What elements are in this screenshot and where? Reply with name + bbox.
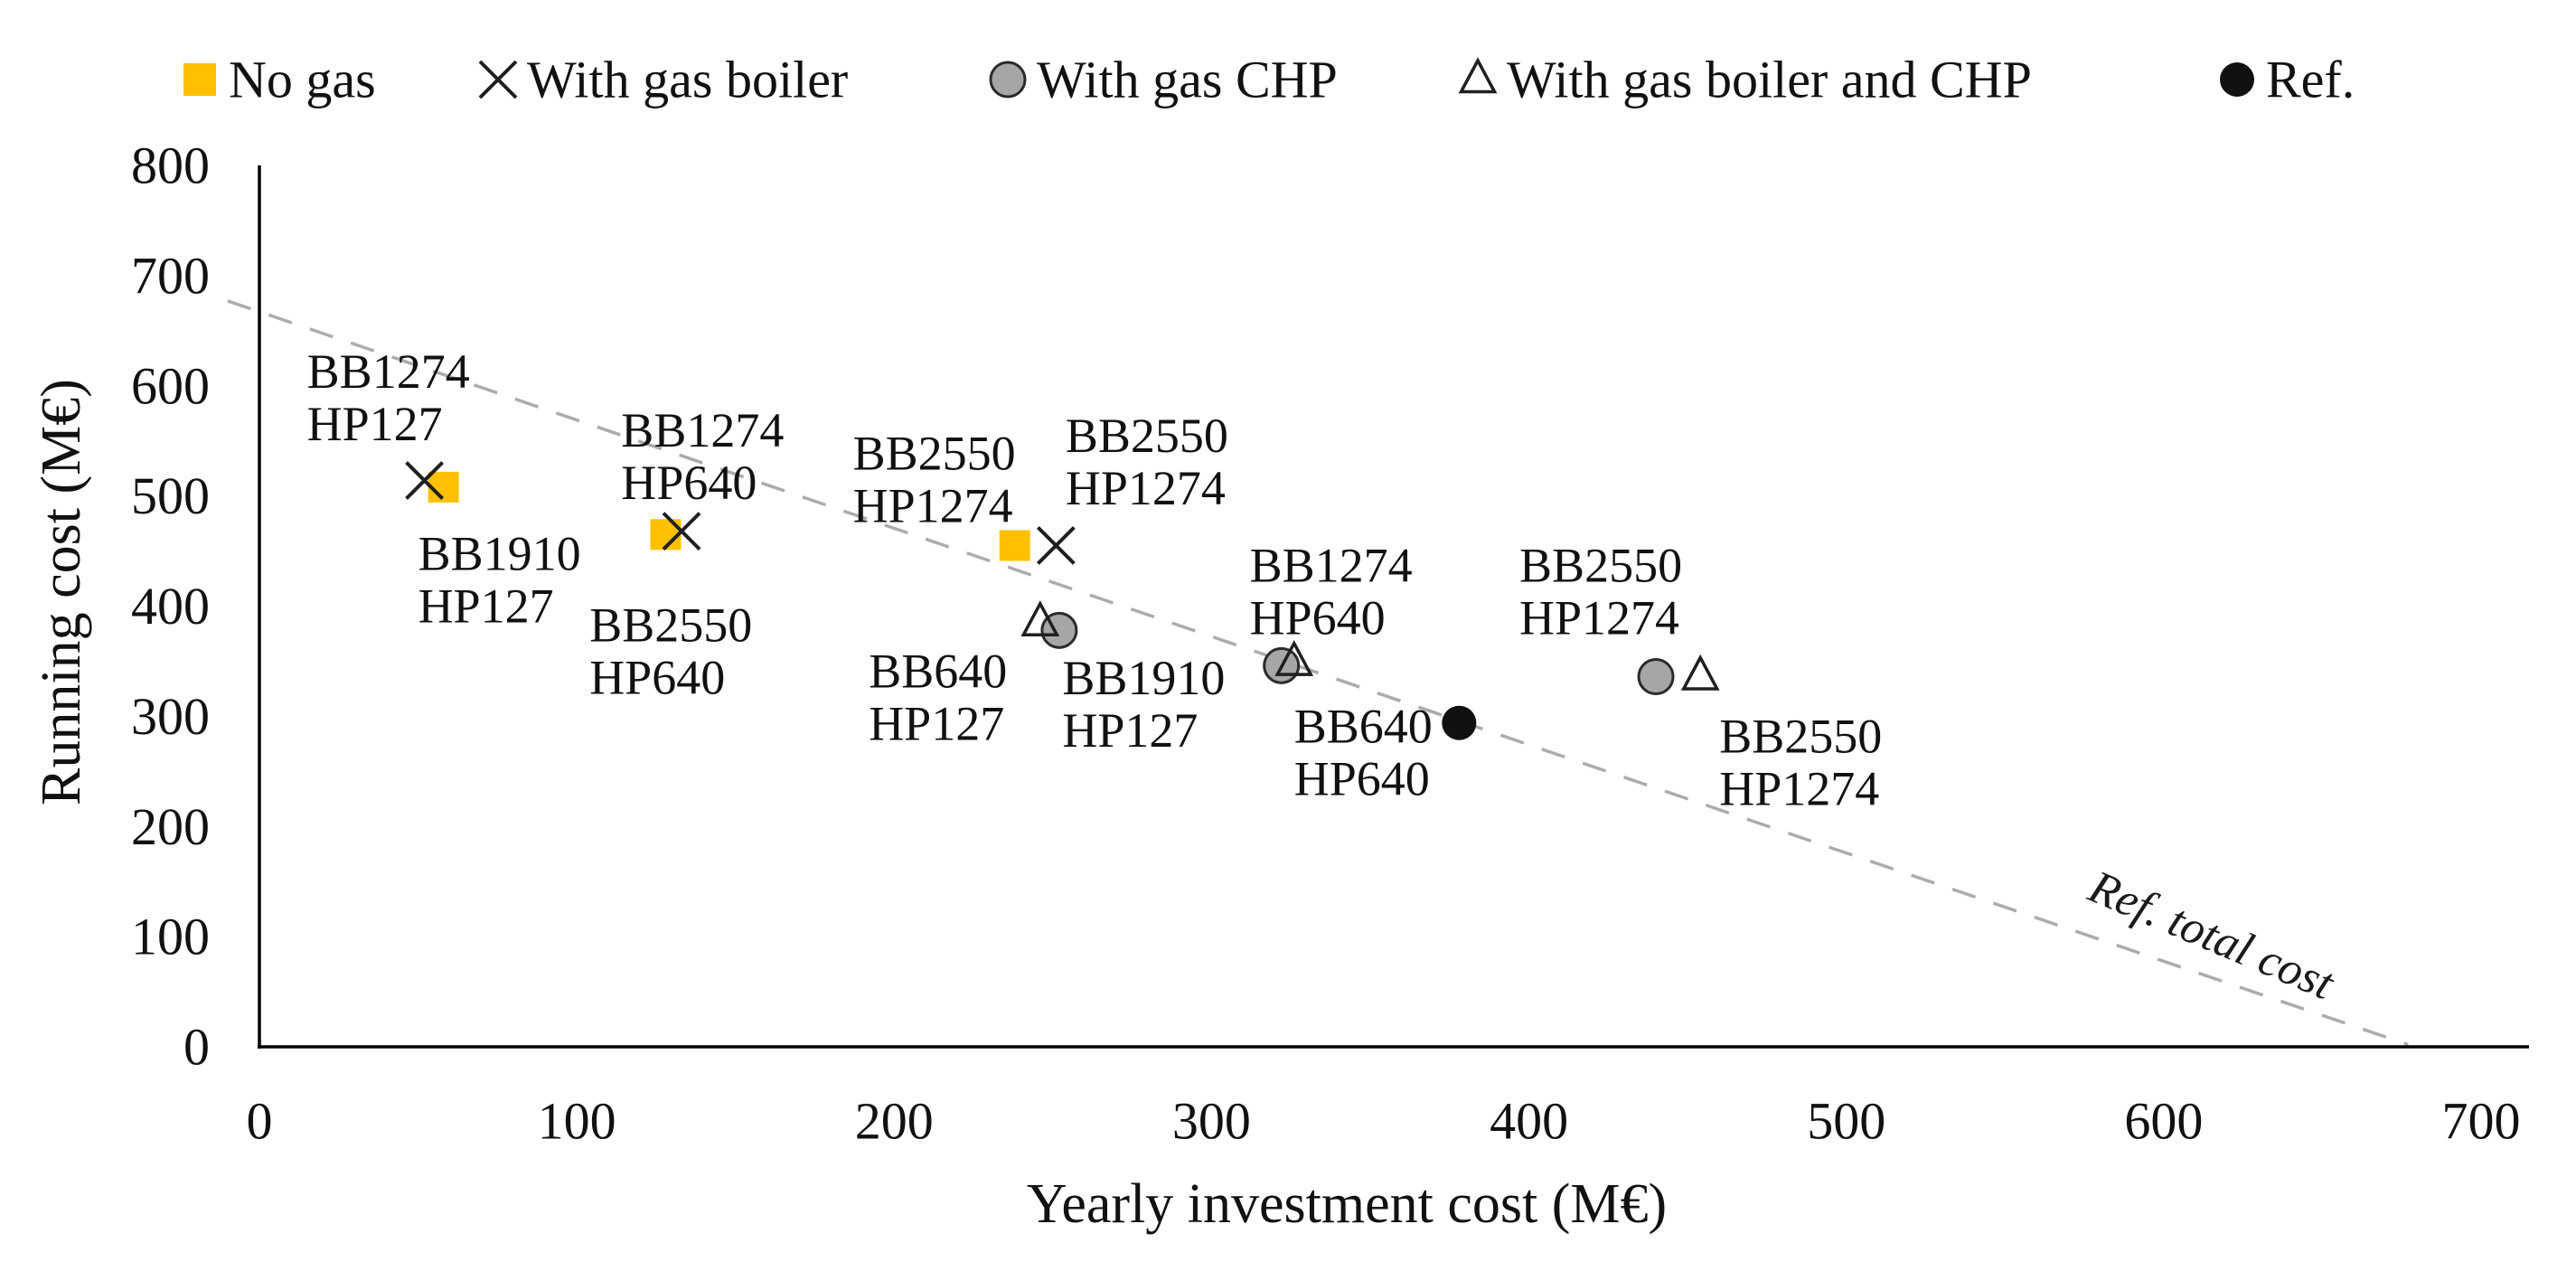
point-label: BB2550 HP1274 [1719,710,1882,816]
cross-marker-icon [405,461,445,500]
y-tick-label: 100 [131,908,210,966]
series-ref [1442,705,1477,740]
y-tick-labels: 0 100 200 300 400 500 600 700 800 [131,137,210,1077]
x-tick-label: 0 [247,1092,273,1151]
triangle-marker-icon [1458,57,1498,94]
legend: No gas With gas boiler With gas CHP With ga… [183,51,2355,109]
triangle-marker-icon [1680,654,1720,691]
point-label: BB2550 HP640 [589,598,752,704]
y-tick-label: 600 [131,356,210,415]
x-tick-label: 200 [855,1092,934,1151]
legend-item-no-gas: No gas [183,51,376,109]
y-tick-label: 700 [131,246,210,305]
y-axis-title: Running cost (M€) [31,379,92,805]
circle-marker-icon [989,61,1027,99]
dot-marker-icon [1442,705,1477,740]
legend-label: With gas boiler and CHP [1507,51,2032,109]
series-with-gas-boiler-and-chp [1020,600,1720,691]
legend-label: Ref. [2266,51,2355,109]
legend-item-ref: Ref. [2220,51,2355,109]
y-tick-label: 500 [131,466,210,525]
point-label: BB2550 HP1274 [1066,409,1228,515]
point-label: BB1274 HP640 [621,403,784,510]
y-tick-label: 300 [131,687,210,746]
circle-marker-icon [1637,658,1675,695]
point-with-gas-boiler-and-chp [1274,639,1314,676]
point-with-gas-boiler [662,512,701,551]
point-no-gas [999,530,1030,561]
y-tick-label: 200 [131,797,210,856]
dot-marker-icon [2220,62,2254,97]
series-with-gas-boiler [405,461,1076,565]
cross-marker-icon [1036,526,1076,565]
cross-marker-icon [662,512,701,551]
y-tick-label: 400 [131,577,210,636]
x-axis-title: Yearly investment cost (M€) [1027,1173,1667,1235]
point-label: BB640 HP127 [869,645,1007,751]
legend-label: No gas [229,51,376,109]
legend-item-with-gas-chp: With gas CHP [989,51,1338,109]
ref-total-cost-line [227,299,2409,1047]
triangle-marker-icon [1020,600,1060,637]
x-tick-label: 500 [1807,1092,1885,1151]
point-with-gas-boiler [1036,526,1076,565]
point-ref [1442,705,1477,740]
point-with-gas-boiler [405,461,445,500]
series-no-gas [428,471,1030,561]
y-tick-label: 0 [183,1018,210,1077]
y-tick-label: 800 [131,137,210,195]
x-tick-label: 700 [2442,1092,2521,1151]
x-tick-label: 400 [1490,1092,1568,1151]
ref-total-cost-label: Ref. total cost [2081,861,2342,1011]
triangle-marker-icon [1274,639,1314,676]
legend-item-with-gas-boiler-and-chp: With gas boiler and CHP [1458,51,2032,109]
point-label: BB1274 HP127 [307,344,470,451]
legend-label: With gas boiler [527,51,848,109]
point-label: BB640 HP640 [1294,700,1433,806]
point-with-gas-boiler-and-chp [1020,600,1060,637]
x-tick-label: 100 [538,1092,616,1151]
cross-marker-icon [478,60,518,99]
x-tick-labels: 0 100 200 300 400 500 600 700 [247,1092,2521,1151]
legend-item-with-gas-boiler: With gas boiler [478,51,848,109]
legend-label: With gas CHP [1037,51,1338,109]
point-label: BB1274 HP640 [1250,539,1413,645]
x-tick-label: 600 [2124,1092,2203,1151]
square-marker-icon [183,63,216,96]
square-marker-icon [999,530,1030,561]
point-label: BB2550 HP1274 [1519,539,1682,645]
ref-line-group [227,299,2409,1047]
point-label: BB1910 HP127 [418,526,581,633]
x-tick-label: 300 [1172,1092,1251,1151]
axes [258,165,2529,1049]
point-label: BB2550 HP1274 [853,426,1016,532]
point-with-gas-boiler-and-chp [1680,654,1720,691]
point-with-gas-chp [1637,658,1675,695]
point-label: BB1910 HP127 [1062,651,1225,758]
